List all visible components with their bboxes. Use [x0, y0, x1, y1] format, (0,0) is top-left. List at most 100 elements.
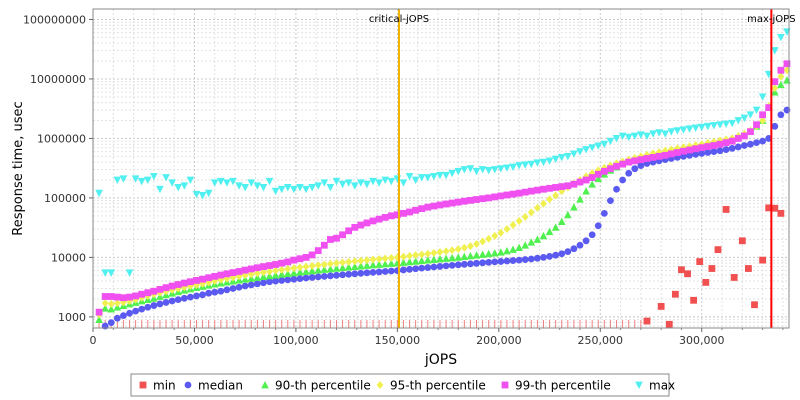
data-point	[527, 255, 535, 263]
data-point	[607, 165, 614, 173]
y-tick-label: 10000000	[30, 73, 86, 86]
data-point	[138, 290, 146, 298]
data-point	[424, 264, 432, 271]
data-point	[168, 297, 176, 305]
data-point	[363, 219, 371, 227]
data-point	[442, 254, 450, 262]
data-point	[326, 184, 335, 192]
data-point	[765, 204, 773, 212]
data-point	[467, 196, 474, 204]
data-point	[363, 261, 371, 269]
data-point	[411, 257, 420, 265]
data-point	[314, 266, 323, 274]
data-point	[545, 227, 554, 236]
data-point	[730, 274, 738, 281]
data-point	[278, 259, 286, 267]
data-point	[619, 160, 627, 168]
data-point	[491, 258, 499, 266]
data-point	[174, 296, 182, 304]
data-point	[557, 153, 566, 162]
data-point	[277, 270, 286, 278]
data-point	[302, 274, 310, 282]
data-point	[417, 256, 426, 265]
data-point	[186, 293, 194, 301]
data-point	[199, 275, 206, 283]
y-axis-ticks: 1000 10000 100000 1000000 10000000 100000000	[23, 13, 93, 324]
data-point	[521, 212, 529, 221]
legend-label: min	[153, 379, 176, 393]
data-point	[424, 203, 432, 211]
data-point	[600, 140, 609, 149]
data-point	[558, 250, 566, 258]
data-point	[132, 292, 140, 300]
data-point	[771, 78, 779, 86]
data-point	[696, 258, 704, 265]
data-point	[734, 143, 742, 151]
data-point	[777, 33, 785, 42]
data-point	[751, 301, 758, 309]
data-point	[387, 253, 395, 262]
data-point	[747, 140, 754, 148]
data-point	[600, 167, 608, 175]
data-point	[678, 266, 685, 274]
data-point	[350, 182, 359, 190]
data-point	[714, 246, 722, 254]
data-point	[752, 106, 761, 115]
data-point	[290, 268, 298, 277]
data-point	[490, 166, 499, 174]
data-point	[503, 247, 511, 255]
data-point	[302, 253, 310, 261]
data-point	[381, 214, 389, 221]
data-point	[223, 179, 231, 187]
data-point	[357, 221, 365, 229]
x-tick-label: 250,000	[578, 334, 624, 347]
data-point	[509, 257, 517, 264]
series-median	[101, 106, 791, 330]
data-point	[479, 259, 486, 267]
data-point	[692, 150, 700, 158]
data-point	[673, 127, 682, 135]
legend-swatch	[139, 381, 147, 389]
data-point	[344, 263, 353, 271]
data-point	[113, 314, 121, 322]
data-point	[570, 150, 578, 158]
data-point	[186, 176, 195, 185]
data-point	[314, 273, 322, 281]
data-point	[192, 190, 201, 199]
data-point	[734, 117, 743, 125]
data-point	[497, 165, 505, 173]
data-point	[180, 279, 188, 287]
data-point	[162, 174, 170, 182]
data-point	[174, 281, 182, 288]
data-point	[771, 122, 779, 130]
series-min	[643, 204, 785, 328]
data-point	[478, 250, 487, 258]
data-point	[758, 93, 767, 101]
data-point	[107, 299, 115, 308]
data-point	[667, 150, 675, 158]
data-point	[704, 122, 712, 131]
data-point	[405, 257, 414, 266]
x-tick-label: 50,000	[175, 334, 214, 347]
data-point	[247, 265, 255, 273]
data-point	[533, 203, 541, 212]
data-point	[345, 270, 353, 278]
data-point	[168, 179, 176, 187]
data-point	[472, 251, 481, 259]
data-point	[509, 245, 517, 253]
data-point	[406, 208, 413, 216]
data-point	[320, 260, 328, 269]
data-point	[631, 157, 639, 165]
data-point	[235, 283, 243, 291]
data-point	[308, 274, 316, 281]
data-point	[509, 190, 517, 198]
data-point	[460, 197, 468, 205]
data-point	[665, 320, 673, 328]
data-point	[552, 251, 560, 259]
data-point	[734, 135, 742, 142]
data-point	[515, 189, 523, 197]
data-point	[460, 260, 468, 268]
data-point	[478, 166, 487, 174]
data-point	[472, 167, 481, 176]
data-point	[333, 234, 340, 242]
